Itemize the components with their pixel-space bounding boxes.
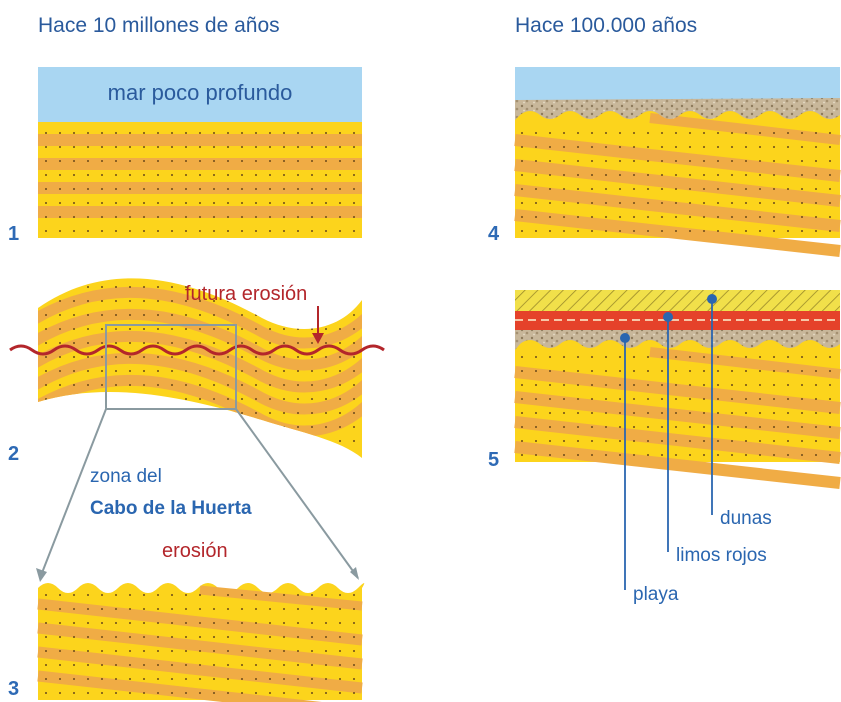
panel-number-4: 4 [488, 223, 500, 245]
future-erosion-line [9, 344, 385, 356]
zone-label-line1: zona del [90, 466, 162, 487]
strata-1 [38, 122, 362, 238]
limos-label: limos rojos [676, 545, 767, 566]
zoom-line-right [235, 408, 359, 579]
beach-layer [515, 330, 840, 350]
panel-1: mar poco profundo 1 [8, 67, 362, 245]
panel-2: futura erosión 2 zona del Cabo de la Hue… [8, 278, 385, 582]
playa-dot [620, 333, 630, 343]
panel-number-1: 1 [8, 223, 19, 245]
zone-label-line2: Cabo de la Huerta [90, 498, 252, 519]
title-right: Hace 100.000 años [515, 14, 697, 37]
dune-hatching [515, 290, 840, 311]
playa-label: playa [633, 584, 679, 605]
panel-4: 4 [488, 67, 841, 257]
panel-number-3: 3 [8, 678, 19, 700]
panel-number-5: 5 [488, 449, 499, 471]
erosion-label: erosión [162, 540, 228, 562]
shallow-sea [38, 67, 362, 122]
strata-5 [514, 347, 841, 489]
panel-3: erosión 3 [8, 540, 365, 702]
title-left: Hace 10 millones de años [38, 14, 280, 37]
dunas-dot [707, 294, 717, 304]
strata-3 [37, 585, 363, 702]
zoom-arrow-left [36, 568, 47, 582]
dunas-label: dunas [720, 508, 772, 529]
sea-label: mar poco profundo [108, 80, 293, 105]
zoom-arrow-right [350, 567, 359, 580]
panel-number-2: 2 [8, 443, 19, 465]
zoom-line-left [39, 408, 107, 579]
cabo-zone-box [105, 324, 237, 410]
limos-dot [663, 312, 673, 322]
future-erosion-label: futura erosión [185, 283, 307, 305]
strata-4 [514, 113, 841, 257]
erosion-arrow-head [312, 333, 324, 344]
panel-5: 5 dunas limos rojos playa [488, 290, 841, 605]
beach-gravel-4 [515, 98, 840, 120]
